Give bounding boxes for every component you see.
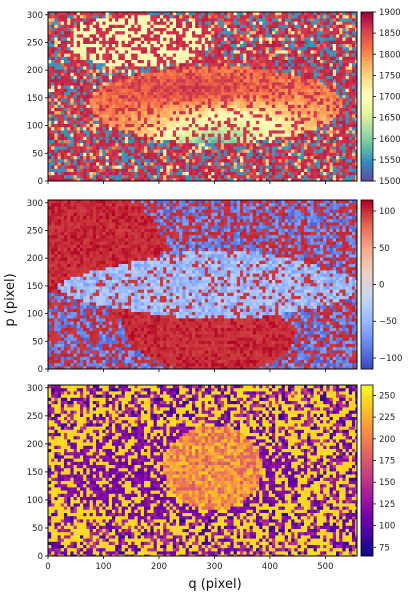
- bottom-y-tick-label: 50: [32, 524, 43, 534]
- middle-y-tick-label: 100: [27, 310, 43, 320]
- bottom-colorbar-tick-label: 175: [379, 457, 395, 467]
- bottom-colorbar-tick-label: 225: [379, 413, 395, 423]
- middle-y-tick-label: 300: [27, 199, 43, 209]
- bottom-x-tick-label: 200: [151, 562, 167, 572]
- top-heatmap: [48, 12, 358, 182]
- middle-heatmap: [48, 200, 358, 370]
- middle-plot-frame: [47, 199, 358, 370]
- top-colorbar-tick-label: 1800: [379, 50, 401, 60]
- bottom-colorbar-tick-label: 100: [379, 522, 395, 532]
- middle-y-tick-label: 250: [27, 226, 43, 236]
- middle-panel: 0 50 100 150 200 250 300 −100 −50 0 50 100: [27, 199, 403, 375]
- middle-y-tick-label: 50: [32, 337, 43, 347]
- top-y-tick-label: 0: [38, 177, 43, 187]
- bottom-colorbar-tick-label: 250: [379, 391, 395, 401]
- bottom-plot-frame: [47, 384, 358, 557]
- top-y-tick-label: 150: [27, 94, 43, 104]
- bottom-colorbar: 75 100 125 150 175 200 225 250: [360, 384, 395, 557]
- top-y-tick-label: 200: [27, 66, 43, 76]
- bottom-x-tick-label: 300: [206, 562, 222, 572]
- top-y-tick-label: 100: [27, 122, 43, 132]
- top-colorbar-tick-label: 1600: [379, 135, 401, 145]
- middle-colorbar: −100 −50 0 50 100: [360, 199, 402, 370]
- top-colorbar: 1500 1550 1600 1650 1700 1750 1800 1850 1900: [360, 8, 401, 187]
- middle-colorbar-tick-label: −100: [379, 354, 402, 364]
- top-plot-frame: [47, 11, 358, 182]
- bottom-colorbar-tick-label: 200: [379, 435, 395, 445]
- bottom-y-tick-label: 200: [27, 440, 43, 450]
- top-panel: 0 50 100 150 200 250 300 1500 1550 1600 1650 1700 17…: [27, 8, 401, 187]
- bottom-x-tick-label: 400: [262, 562, 278, 572]
- bottom-x-tick-label: 0: [45, 562, 50, 572]
- top-colorbar-tick-label: 1900: [379, 8, 401, 18]
- bottom-x-tick-label: 500: [317, 562, 333, 572]
- bottom-colorbar-tick-label: 75: [379, 543, 390, 553]
- top-y-tick-label: 300: [27, 11, 43, 21]
- bottom-colorbar-tick-label: 125: [379, 500, 395, 510]
- top-colorbar-tick-label: 1500: [379, 177, 401, 187]
- y-axis-label: p (pixel): [3, 273, 18, 326]
- middle-colorbar-tick-label: 100: [379, 207, 395, 217]
- bottom-heatmap: [48, 385, 358, 557]
- bottom-y-tick-label: 250: [27, 412, 43, 422]
- top-colorbar-tick-label: 1650: [379, 114, 401, 124]
- bottom-y-tick-label: 150: [27, 468, 43, 478]
- bottom-panel: 0 50 100 150 200 250 300 0 100 200 300 400 500 75 100 1…: [27, 384, 395, 572]
- bottom-colorbar-tick-label: 150: [379, 478, 395, 488]
- top-y-tick-label: 250: [27, 38, 43, 48]
- middle-y-tick-label: 150: [27, 282, 43, 292]
- bottom-x-tick-label: 100: [95, 562, 111, 572]
- top-colorbar-tick-label: 1850: [379, 29, 401, 39]
- top-y-tick-label: 50: [32, 149, 43, 159]
- middle-colorbar-tick-label: −50: [379, 317, 397, 327]
- bottom-y-tick-label: 300: [27, 384, 43, 394]
- middle-y-tick-label: 200: [27, 254, 43, 264]
- middle-colorbar-tick-label: 0: [379, 281, 384, 291]
- bottom-y-tick-label: 0: [38, 552, 43, 562]
- x-axis-label: q (pixel): [188, 577, 241, 592]
- top-colorbar-tick-label: 1700: [379, 93, 401, 103]
- top-colorbar-tick-label: 1750: [379, 71, 401, 81]
- top-colorbar-tick-label: 1550: [379, 156, 401, 166]
- middle-colorbar-tick-label: 50: [379, 244, 390, 254]
- panels-layer: 0501001502002503001500155016001650170017…: [27, 8, 403, 572]
- middle-y-tick-label: 0: [38, 365, 43, 375]
- bottom-y-tick-label: 100: [27, 496, 43, 506]
